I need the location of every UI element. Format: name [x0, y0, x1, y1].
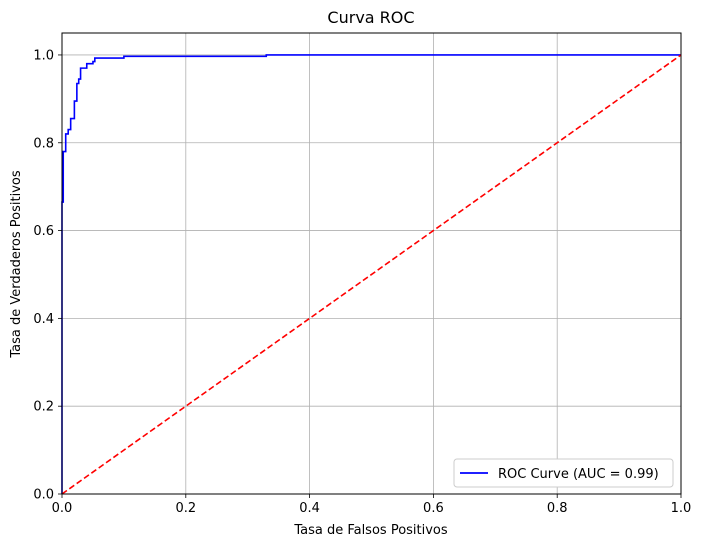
- x-tick-label: 0.8: [547, 501, 568, 516]
- x-tick-label: 0.0: [52, 501, 73, 516]
- y-tick-label: 0.8: [33, 136, 54, 151]
- x-tick-label: 0.4: [299, 501, 320, 516]
- legend-box: [453, 458, 674, 488]
- series-layer: [61, 54, 682, 495]
- plot-frame: [61, 32, 682, 495]
- y-tick-label: 0.2: [33, 400, 54, 415]
- y-tick-label: 0.4: [33, 312, 54, 327]
- legend: ROC Curve (AUC = 0.99): [453, 458, 674, 488]
- y-tick-label: 0.0: [33, 488, 54, 503]
- y-tick-label: 0.6: [33, 224, 54, 239]
- y-tick-label: 1.0: [33, 48, 54, 63]
- x-tick-label: 0.2: [175, 501, 196, 516]
- legend-label-roc-curve: ROC Curve (AUC = 0.99): [498, 467, 659, 482]
- grid-layer: [61, 33, 682, 495]
- tick-layer: 0.0 0.2 0.4 0.6 0.8 1.0 0.0 0.2 0.4 0.6 0.8 1.0: [33, 48, 691, 516]
- roc-curve-line: [61, 54, 681, 494]
- diagonal-reference-line: [61, 54, 682, 495]
- x-tick-label: 0.6: [423, 501, 444, 516]
- x-tick-label: 1.0: [671, 501, 692, 516]
- chart-title: Curva ROC: [327, 8, 414, 27]
- x-axis-label: Tasa de Falsos Positivos: [293, 523, 448, 538]
- y-axis-label: Tasa de Verdaderos Positivos: [9, 170, 24, 358]
